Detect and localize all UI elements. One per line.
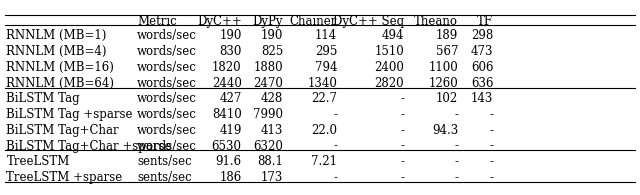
Text: TF: TF [477,15,493,28]
Text: -: - [454,139,458,152]
Text: 473: 473 [471,45,493,58]
Text: 636: 636 [471,77,493,90]
Text: TreeLSTM +sparse: TreeLSTM +sparse [6,171,123,184]
Text: Metric: Metric [137,15,177,28]
Text: Chainer: Chainer [290,15,337,28]
Text: 419: 419 [220,124,242,137]
Text: 7.21: 7.21 [311,155,337,168]
Text: RNNLM (MB=4): RNNLM (MB=4) [6,45,107,58]
Text: words/sec: words/sec [137,108,197,121]
Text: 1100: 1100 [429,61,458,74]
Text: 7990: 7990 [253,108,283,121]
Text: 1820: 1820 [212,61,242,74]
Text: -: - [400,92,404,105]
Text: -: - [490,124,493,137]
Text: -: - [400,139,404,152]
Text: words/sec: words/sec [137,92,197,105]
Text: 413: 413 [260,124,283,137]
Text: 102: 102 [436,92,458,105]
Text: 1510: 1510 [374,45,404,58]
Text: -: - [454,155,458,168]
Text: 173: 173 [260,171,283,184]
Text: BiLSTM Tag+Char +sparse: BiLSTM Tag+Char +sparse [6,139,172,152]
Text: -: - [490,108,493,121]
Text: words/sec: words/sec [137,139,197,152]
Text: sents/sec: sents/sec [137,171,192,184]
Text: 143: 143 [471,92,493,105]
Text: -: - [333,171,337,184]
Text: 1880: 1880 [253,61,283,74]
Text: words/sec: words/sec [137,45,197,58]
Text: 2400: 2400 [374,61,404,74]
Text: 88.1: 88.1 [257,155,283,168]
Text: 2470: 2470 [253,77,283,90]
Text: 428: 428 [260,92,283,105]
Text: -: - [454,171,458,184]
Text: sents/sec: sents/sec [137,155,192,168]
Text: -: - [333,108,337,121]
Text: 298: 298 [471,29,493,43]
Text: -: - [400,108,404,121]
Text: 190: 190 [260,29,283,43]
Text: words/sec: words/sec [137,29,197,43]
Text: 94.3: 94.3 [432,124,458,137]
Text: 22.0: 22.0 [311,124,337,137]
Text: DyPy: DyPy [253,15,283,28]
Text: -: - [400,155,404,168]
Text: 567: 567 [436,45,458,58]
Text: DyC++: DyC++ [197,15,242,28]
Text: RNNLM (MB=16): RNNLM (MB=16) [6,61,115,74]
Text: 830: 830 [220,45,242,58]
Text: 2820: 2820 [374,77,404,90]
Text: words/sec: words/sec [137,124,197,137]
Text: DyC++ Seq: DyC++ Seq [333,15,404,28]
Text: 6320: 6320 [253,139,283,152]
Text: 186: 186 [220,171,242,184]
Text: -: - [490,155,493,168]
Text: 295: 295 [315,45,337,58]
Text: 606: 606 [471,61,493,74]
Text: 825: 825 [260,45,283,58]
Text: 190: 190 [220,29,242,43]
Text: -: - [333,139,337,152]
Text: -: - [400,124,404,137]
Text: RNNLM (MB=1): RNNLM (MB=1) [6,29,107,43]
Text: 189: 189 [436,29,458,43]
Text: -: - [400,171,404,184]
Text: 427: 427 [220,92,242,105]
Text: 1340: 1340 [307,77,337,90]
Text: 1260: 1260 [429,77,458,90]
Text: Theano: Theano [414,15,458,28]
Text: -: - [490,139,493,152]
Text: words/sec: words/sec [137,61,197,74]
Text: 22.7: 22.7 [311,92,337,105]
Text: BiLSTM Tag: BiLSTM Tag [6,92,80,105]
Text: 494: 494 [381,29,404,43]
Text: TreeLSTM: TreeLSTM [6,155,70,168]
Text: 2440: 2440 [212,77,242,90]
Text: 794: 794 [315,61,337,74]
Text: 8410: 8410 [212,108,242,121]
Text: RNNLM (MB=64): RNNLM (MB=64) [6,77,115,90]
Text: 91.6: 91.6 [216,155,242,168]
Text: -: - [490,171,493,184]
Text: words/sec: words/sec [137,77,197,90]
Text: 6530: 6530 [212,139,242,152]
Text: BiLSTM Tag +sparse: BiLSTM Tag +sparse [6,108,133,121]
Text: 114: 114 [315,29,337,43]
Text: BiLSTM Tag+Char: BiLSTM Tag+Char [6,124,119,137]
Text: -: - [454,108,458,121]
